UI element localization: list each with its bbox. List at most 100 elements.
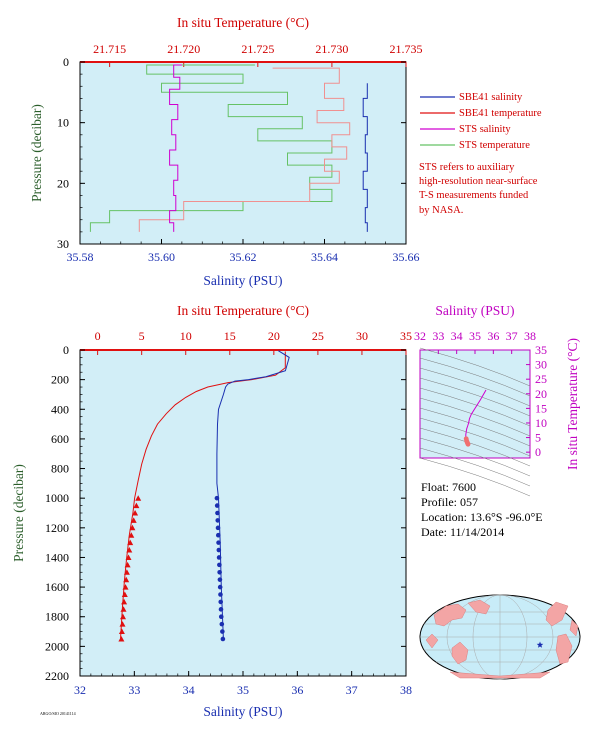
profile-x-tick-label: 34 <box>183 683 195 697</box>
sbe41-temperature-line <box>138 67 351 232</box>
ts-y-tick-label: 5 <box>535 431 541 445</box>
salinity-marker <box>216 547 222 553</box>
profile-x-tick-label: 32 <box>74 683 86 697</box>
temperature-marker <box>126 547 133 553</box>
profile-plot-area <box>79 349 407 677</box>
location-map <box>419 594 581 680</box>
ts-x-tick-label: 36 <box>487 329 499 343</box>
ts-y-tick-label: 35 <box>535 343 547 357</box>
top-panel-top-tick-label: 21.730 <box>315 42 348 56</box>
top-panel-y-tick-label: 10 <box>57 116 69 130</box>
profile-number: Profile: 057 <box>421 495 478 509</box>
top-panel-ticks: 35.58 35.60 35.62 35.64 35.66 21.715 21.720 21.… <box>57 42 423 264</box>
ts-x-tick-label: 37 <box>506 329 518 343</box>
ts-x-tick-label: 35 <box>469 329 481 343</box>
sts-note-line: T-S measurements funded <box>419 190 529 202</box>
profile-y-tick-label: 1600 <box>45 580 69 594</box>
profile-panel-y-axis-label: Pressure (decibar) <box>11 464 26 562</box>
salinity-marker <box>217 584 223 590</box>
sts-note-line: high-resolution near-surface <box>419 176 538 188</box>
temperature-marker <box>121 591 128 597</box>
sts-note: STS refers to auxiliary high-resolution … <box>419 161 599 218</box>
salinity-marker <box>217 577 223 582</box>
ts-diagram-series <box>463 389 487 447</box>
top-panel-y-tick-label: 30 <box>57 237 69 251</box>
profile-y-tick-label: 600 <box>51 432 69 446</box>
profile-panel-ticks: 32 33 34 35 36 37 38 0 5 10 15 20 25 30 35 0 200 400 600 80… <box>45 329 412 697</box>
salinity-marker <box>218 592 223 597</box>
profile-top-tick-label: 10 <box>180 329 192 343</box>
float-location-star <box>536 641 544 648</box>
top-panel-top-tick-label: 21.715 <box>93 42 126 56</box>
sts-note-line: by NASA. <box>419 204 464 216</box>
profile-top-tick-label: 0 <box>95 329 101 343</box>
ts-density-contour <box>419 387 531 427</box>
legend-label-sts-salinity: STS salinity <box>459 124 511 135</box>
float-id: Float: 7600 <box>421 480 477 494</box>
ts-density-contour <box>419 407 531 447</box>
top-panel-top-axis-label: In situ Temperature (°C) <box>177 15 309 30</box>
top-panel-y-axis-label: Pressure (decibar) <box>29 104 44 202</box>
ts-y-tick-label: 25 <box>535 372 547 386</box>
profile-panel: 32 33 34 35 36 37 38 0 5 10 15 20 25 30 35 0 200 400 600 80… <box>11 303 412 719</box>
temperature-marker <box>128 532 135 538</box>
top-panel-x-tick-label: 35.60 <box>148 250 175 264</box>
salinity-marker <box>219 621 225 627</box>
salinity-marker <box>218 614 224 620</box>
sts-note-line: STS refers to auxiliary <box>419 162 515 173</box>
temperature-marker <box>120 606 127 612</box>
profile-top-tick-label: 5 <box>139 329 145 343</box>
ts-y-tick-label: 15 <box>535 401 547 415</box>
ts-y-tick-label: 20 <box>535 387 547 401</box>
profile-top-tick-label: 35 <box>400 329 412 343</box>
top-panel-top-tick-label: 21.720 <box>167 42 200 56</box>
ts-density-contour <box>419 367 531 407</box>
salinity-marker <box>215 518 221 523</box>
map-land <box>425 599 579 679</box>
top-panel-x-tick-label: 35.66 <box>393 250 420 264</box>
ts-density-contour <box>419 437 531 477</box>
temperature-marker <box>119 621 126 627</box>
temperature-marker <box>133 502 140 509</box>
profile-x-tick-label: 33 <box>128 683 140 697</box>
profile-top-tick-label: 25 <box>312 329 324 343</box>
salinity-marker <box>214 495 220 501</box>
ts-plot-area <box>419 349 531 459</box>
profile-top-tick-label: 15 <box>224 329 236 343</box>
legend-label-sbe41-salinity: SBE41 salinity <box>459 92 523 103</box>
top-panel: 35.58 35.60 35.62 35.64 35.66 21.715 21.720 21.… <box>29 15 542 288</box>
ts-x-tick-label: 34 <box>451 329 463 343</box>
ts-x-tick-label: 38 <box>524 329 536 343</box>
ts-y-tick-label: 10 <box>535 416 547 430</box>
profile-panel-top-axis-label: In situ Temperature (°C) <box>177 303 309 318</box>
temperature-marker <box>118 636 125 642</box>
salinity-marker <box>215 525 221 531</box>
salinity-marker <box>220 636 226 642</box>
ts-top-axis-label: Salinity (PSU) <box>435 303 514 318</box>
ts-density-contour <box>419 427 531 467</box>
profile-y-tick-label: 0 <box>63 343 69 357</box>
salinity-marker <box>215 510 220 516</box>
salinity-marker <box>214 503 220 508</box>
profile-y-tick-label: 2000 <box>45 639 69 653</box>
ts-density-contour <box>419 357 531 397</box>
profile-panel-x-axis-label: Salinity (PSU) <box>203 704 282 719</box>
profile-y-tick-label: 800 <box>51 462 69 476</box>
legend-label-sbe41-temperature: SBE41 temperature <box>459 108 542 119</box>
profile-top-tick-label: 20 <box>268 329 280 343</box>
top-panel-x-axis-label: Salinity (PSU) <box>203 273 282 288</box>
temperature-marker <box>129 524 136 531</box>
salinity-marker <box>216 555 222 560</box>
salinity-marker <box>220 629 225 634</box>
ts-density-contour <box>419 457 531 497</box>
profile-top-tick-label: 30 <box>356 329 368 343</box>
temperature-marker <box>125 554 132 560</box>
legend-label-sts-temperature: STS temperature <box>459 140 530 151</box>
ts-x-tick-label: 32 <box>414 329 426 343</box>
salinity-marker <box>217 562 222 568</box>
salinity-marker <box>216 540 221 545</box>
temperature-marker <box>132 510 139 516</box>
salinity-marker <box>218 599 224 605</box>
sbe41-salinity-line <box>362 83 368 232</box>
